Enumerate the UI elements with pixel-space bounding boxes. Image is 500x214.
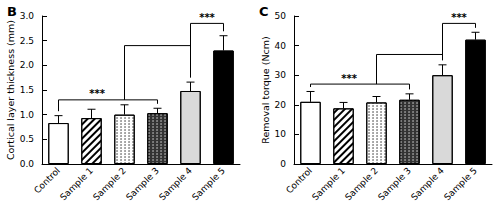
svg-text:C: C [259,4,269,19]
svg-text:2.0: 2.0 [20,60,35,70]
svg-text:Sample 5: Sample 5 [442,165,479,202]
svg-text:Removal torque (Ncm): Removal torque (Ncm) [260,36,271,143]
svg-text:Control: Control [284,165,314,195]
svg-text:40: 40 [275,41,287,51]
svg-text:30: 30 [275,70,287,80]
svg-text:Sample 3: Sample 3 [124,165,161,202]
svg-text:Cortical layer thickness (mm): Cortical layer thickness (mm) [5,20,16,160]
svg-text:***: *** [89,88,105,99]
svg-text:0.0: 0.0 [20,159,35,169]
svg-text:Sample 3: Sample 3 [376,165,413,202]
svg-text:0.5: 0.5 [20,134,34,144]
svg-text:2.5: 2.5 [20,36,34,46]
svg-text:Sample 4: Sample 4 [409,165,446,202]
svg-text:0: 0 [280,159,286,169]
svg-text:***: *** [451,12,467,23]
svg-text:50: 50 [275,11,287,21]
svg-text:Control: Control [32,165,62,195]
svg-text:***: *** [341,73,357,84]
svg-text:B: B [7,4,17,19]
svg-text:1.5: 1.5 [20,85,34,95]
svg-text:***: *** [199,12,215,23]
svg-text:Sample 2: Sample 2 [343,165,380,202]
svg-text:Sample 4: Sample 4 [157,165,194,202]
svg-text:Sample 2: Sample 2 [91,165,128,202]
svg-text:20: 20 [275,100,287,110]
svg-text:3.0: 3.0 [20,11,35,21]
svg-text:1.0: 1.0 [20,110,35,120]
svg-text:Sample 5: Sample 5 [190,165,227,202]
svg-text:Sample 1: Sample 1 [310,165,347,202]
svg-text:10: 10 [275,129,287,139]
svg-text:Sample 1: Sample 1 [58,165,95,202]
